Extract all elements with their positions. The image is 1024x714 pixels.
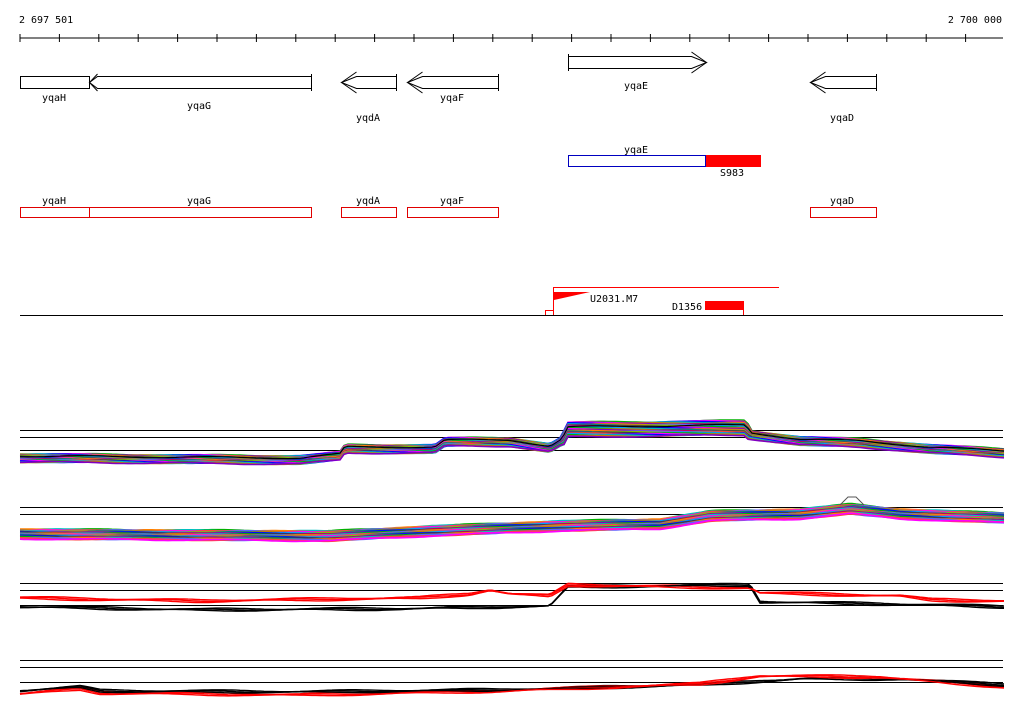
expression-profile-panel-1	[19, 419, 1005, 466]
gene-box-yqdA[interactable]	[341, 207, 397, 218]
expression-profile-panel-4	[19, 660, 1005, 697]
feature-u2031-marker[interactable]	[554, 292, 590, 300]
feature-d1356-label[interactable]: D1356	[672, 302, 702, 313]
feature-s983-bar[interactable]	[706, 155, 761, 167]
gene-box-label-yqaD[interactable]: yqaD	[830, 196, 854, 207]
arrow-left-icon	[88, 73, 98, 92]
arrow-left-icon	[810, 82, 826, 94]
expression-profile-panel-3	[19, 582, 1005, 612]
expression-profile-line	[19, 434, 1005, 466]
ruler-ticks	[19, 34, 967, 42]
gene-box-label-yqaG[interactable]: yqaG	[187, 196, 211, 207]
gene-box-label-yqdA[interactable]: yqdA	[356, 196, 380, 207]
gene-yqaH-arrow[interactable]	[20, 76, 90, 89]
feature-d1356-bar[interactable]	[705, 301, 743, 310]
u2031-small-box	[545, 310, 554, 316]
arrow-left-icon	[810, 71, 826, 83]
expression-profile-line	[839, 496, 865, 506]
gene-box-label-yqaH[interactable]: yqaH	[42, 196, 66, 207]
expression-profile-line-red	[20, 584, 1005, 603]
expression-profile-line	[20, 423, 1005, 460]
arrow-right-icon	[691, 51, 707, 63]
transcript-track: yqaE S983	[568, 145, 761, 179]
arrow-right-icon	[691, 62, 707, 74]
gene-yqaD-arrow[interactable]	[809, 76, 877, 89]
gene-label-yqaE[interactable]: yqaE	[624, 81, 648, 92]
ruler-end-label: 2 700 000	[948, 15, 1002, 26]
gene-box-label-yqaF[interactable]: yqaF	[440, 196, 464, 207]
gene-yqdA-arrow[interactable]	[340, 76, 397, 89]
gene-box-yqaG[interactable]	[89, 207, 312, 218]
gene-yqaF-arrow[interactable]	[406, 76, 499, 89]
expression-profile-line-red	[19, 675, 1005, 697]
gene-label-yqaG[interactable]: yqaG	[187, 101, 211, 112]
feature-s983-label[interactable]: S983	[720, 168, 744, 179]
ruler-start-label: 2 697 501	[19, 15, 73, 26]
gene-box-yqaH[interactable]	[20, 207, 90, 218]
gene-box-yqaF[interactable]	[407, 207, 499, 218]
gene-label-yqaF[interactable]: yqaF	[440, 93, 464, 104]
gene-box-track: yqaH yqaG yqdA yqaF yqaD	[20, 196, 877, 218]
gene-label-yqaD[interactable]: yqaD	[830, 113, 854, 124]
gene-arrow-labels: yqaH yqaG yqdA yqaF yqaE yqaD	[42, 81, 854, 124]
regulatory-feature-track: U2031.M7 D1356	[20, 287, 1003, 316]
arrow-left-icon	[341, 82, 357, 94]
gene-arrow-track	[20, 51, 877, 94]
arrow-left-icon	[407, 82, 423, 94]
gene-yqaE-arrow[interactable]	[568, 56, 708, 69]
expression-profile-line-black	[19, 584, 1004, 612]
gene-label-yqaH[interactable]: yqaH	[42, 93, 66, 104]
arrow-left-icon	[341, 71, 357, 83]
coordinate-ruler: 2 697 501 2 700 000	[19, 15, 1003, 42]
gene-box-yqaD[interactable]	[810, 207, 877, 218]
expression-profile-panel-2	[19, 496, 1005, 543]
expression-profile-line-red	[19, 585, 1005, 604]
expression-profile-line	[19, 512, 1005, 543]
gene-label-yqdA[interactable]: yqdA	[356, 113, 380, 124]
transcript-label-yqaE[interactable]: yqaE	[624, 145, 648, 156]
feature-u2031-label[interactable]: U2031.M7	[590, 294, 638, 305]
arrow-left-icon	[407, 71, 423, 83]
transcript-yqaE-box[interactable]	[568, 155, 706, 167]
gene-yqaG-arrow[interactable]	[88, 76, 312, 89]
expression-profile-line-red	[19, 582, 1004, 602]
